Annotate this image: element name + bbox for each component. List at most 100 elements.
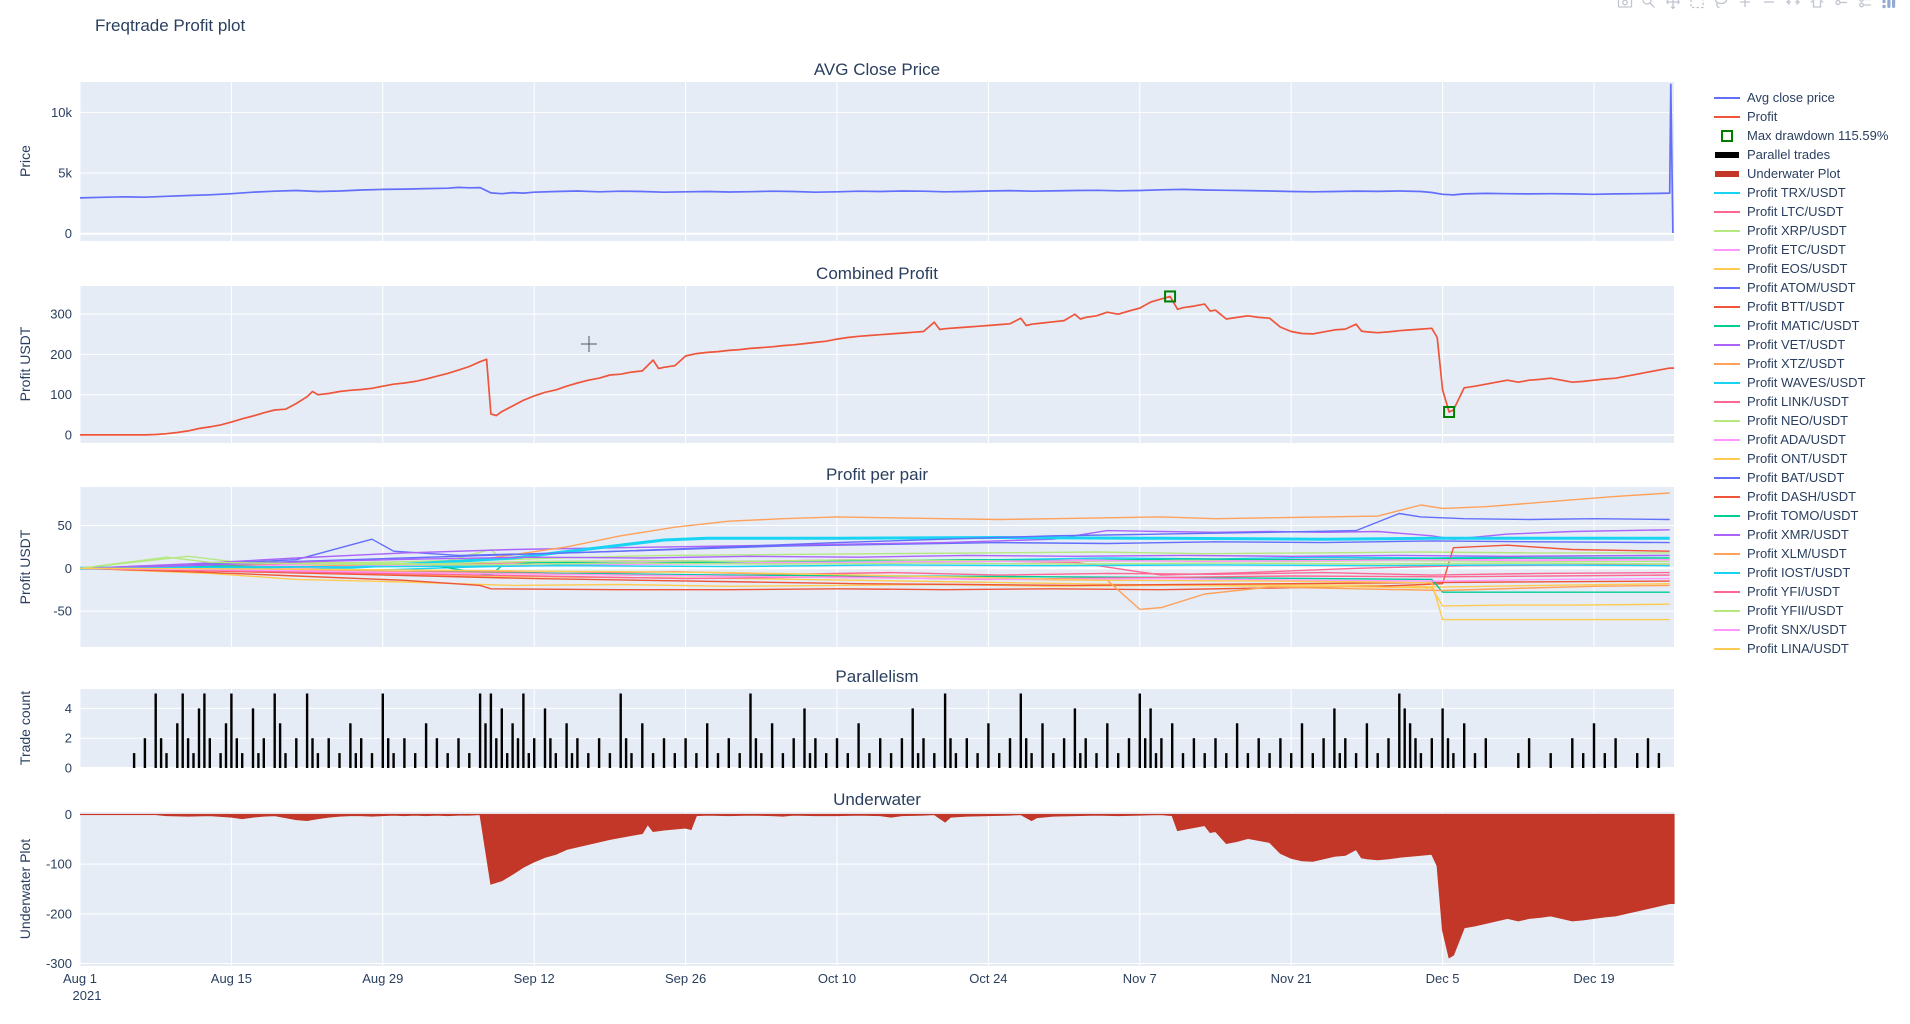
y-tick-label: 50 — [58, 518, 72, 533]
series-layer — [79, 83, 1674, 234]
legend-item-profit-ont-usdt[interactable]: Profit ONT/USDT — [1714, 449, 1910, 468]
zoom-in-icon[interactable] — [1737, 0, 1754, 10]
box-select-icon[interactable] — [1689, 0, 1706, 10]
camera-icon[interactable] — [1617, 0, 1634, 10]
legend-item-profit-snx-usdt[interactable]: Profit SNX/USDT — [1714, 620, 1910, 639]
legend-item-profit-neo-usdt[interactable]: Profit NEO/USDT — [1714, 411, 1910, 430]
x-tick-sublabel: 2021 — [73, 988, 102, 1003]
legend-label: Profit XMR/USDT — [1747, 527, 1849, 542]
legend-swatch — [1714, 305, 1740, 308]
legend-label: Profit ADA/USDT — [1747, 432, 1846, 447]
gridlines — [79, 689, 1674, 769]
gridlines — [79, 286, 1674, 443]
panel-background — [80, 689, 1674, 768]
legend-swatch — [1714, 438, 1740, 441]
x-tick-label: Oct 24 — [969, 971, 1007, 986]
legend-item-profit-atom-usdt[interactable]: Profit ATOM/USDT — [1714, 278, 1910, 297]
series-profit-lina-usdt — [79, 567, 1670, 621]
subplot-combined-profit[interactable]: 0 100 200 300 — [50, 286, 1674, 443]
legend-item-profit-vet-usdt[interactable]: Profit VET/USDT — [1714, 335, 1910, 354]
legend-item-profit-xrp-usdt[interactable]: Profit XRP/USDT — [1714, 221, 1910, 240]
legend-item-profit[interactable]: Profit — [1714, 107, 1910, 126]
legend-item-profit-xmr-usdt[interactable]: Profit XMR/USDT — [1714, 525, 1910, 544]
legend-label: Profit LINK/USDT — [1747, 394, 1849, 409]
legend-label: Profit VET/USDT — [1747, 337, 1846, 352]
hover-compare-icon[interactable] — [1857, 0, 1874, 10]
y-tick-label: 200 — [50, 347, 72, 362]
legend-item-profit-link-usdt[interactable]: Profit LINK/USDT — [1714, 392, 1910, 411]
legend-item-max-drawdown-115-59[interactable]: Max drawdown 115.59% — [1714, 126, 1910, 145]
x-tick-label: Nov 21 — [1271, 971, 1312, 986]
legend-item-underwater-plot[interactable]: Underwater Plot — [1714, 164, 1910, 183]
legend-swatch — [1714, 609, 1740, 612]
legend-item-avg-close-price[interactable]: Avg close price — [1714, 88, 1910, 107]
legend-item-profit-bat-usdt[interactable]: Profit BAT/USDT — [1714, 468, 1910, 487]
legend-item-profit-matic-usdt[interactable]: Profit MATIC/USDT — [1714, 316, 1910, 335]
hover-closest-icon[interactable] — [1833, 0, 1850, 10]
x-tick-label: Aug 29 — [362, 971, 403, 986]
subplot-title-profit-per-pair: Profit per pair — [826, 465, 928, 484]
legend-item-profit-iost-usdt[interactable]: Profit IOST/USDT — [1714, 563, 1910, 582]
x-tick-label: Sep 26 — [665, 971, 706, 986]
legend-label: Profit IOST/USDT — [1747, 565, 1851, 580]
legend-item-profit-lina-usdt[interactable]: Profit LINA/USDT — [1714, 639, 1910, 658]
legend-item-profit-xtz-usdt[interactable]: Profit XTZ/USDT — [1714, 354, 1910, 373]
subplot-avg-close-price[interactable]: 0 5k 10k — [51, 82, 1674, 241]
legend-label: Profit EOS/USDT — [1747, 261, 1848, 276]
series-profit-atom-usdt — [79, 538, 1670, 569]
subplot-profit-per-pair[interactable]: -50 0 50 — [53, 487, 1674, 647]
legend-swatch — [1714, 267, 1740, 270]
series-profit-iost-usdt — [79, 564, 1670, 569]
legend: Avg close price Profit Max drawdown 115.59… — [1714, 88, 1910, 658]
subplot-underwater[interactable]: 0 -100 -200 -300 — [46, 807, 1675, 971]
legend-item-profit-ada-usdt[interactable]: Profit ADA/USDT — [1714, 430, 1910, 449]
max-drawdown-marker — [1443, 406, 1456, 419]
plotly-logo-icon[interactable] — [1881, 0, 1898, 10]
legend-item-profit-btt-usdt[interactable]: Profit BTT/USDT — [1714, 297, 1910, 316]
legend-swatch — [1714, 248, 1740, 251]
subplot-parallelism[interactable]: 0 2 4 — [65, 689, 1674, 776]
legend-item-profit-yfii-usdt[interactable]: Profit YFII/USDT — [1714, 601, 1910, 620]
y-tick-label: 4 — [65, 701, 72, 716]
zoom-out-icon[interactable] — [1761, 0, 1778, 10]
y-tick-label: 0 — [65, 561, 72, 576]
legend-item-profit-tomo-usdt[interactable]: Profit TOMO/USDT — [1714, 506, 1910, 525]
legend-item-profit-xlm-usdt[interactable]: Profit XLM/USDT — [1714, 544, 1910, 563]
panel-background — [80, 82, 1674, 241]
legend-label: Profit LINA/USDT — [1747, 641, 1849, 656]
legend-label: Profit XTZ/USDT — [1747, 356, 1845, 371]
series-layer — [80, 295, 1674, 436]
legend-swatch — [1714, 514, 1740, 517]
y-axis-title-price: Price — [17, 145, 33, 177]
lasso-icon[interactable] — [1713, 0, 1730, 10]
pan-icon[interactable] — [1665, 0, 1682, 10]
legend-swatch — [1714, 362, 1740, 365]
series-profit-bat-usdt — [79, 512, 1670, 569]
legend-item-profit-ltc-usdt[interactable]: Profit LTC/USDT — [1714, 202, 1910, 221]
legend-label: Profit NEO/USDT — [1747, 413, 1849, 428]
legend-item-parallel-trades[interactable]: Parallel trades — [1714, 145, 1910, 164]
zoom-icon[interactable] — [1641, 0, 1658, 10]
legend-swatch — [1714, 151, 1740, 158]
legend-item-profit-waves-usdt[interactable]: Profit WAVES/USDT — [1714, 373, 1910, 392]
gridlines — [79, 82, 1674, 241]
series-profit-xmr-usdt — [79, 554, 1670, 569]
series-profit-snx-usdt — [79, 567, 1670, 582]
legend-label: Profit TRX/USDT — [1747, 185, 1846, 200]
legend-label: Profit — [1747, 109, 1778, 124]
series-profit — [80, 295, 1674, 436]
reset-axes-icon[interactable] — [1809, 0, 1826, 10]
x-tick-label: Dec 5 — [1426, 971, 1460, 986]
legend-label: Profit YFII/USDT — [1747, 603, 1844, 618]
legend-item-profit-etc-usdt[interactable]: Profit ETC/USDT — [1714, 240, 1910, 259]
legend-swatch — [1714, 419, 1740, 422]
series-profit-ont-usdt — [79, 567, 1670, 607]
legend-item-profit-trx-usdt[interactable]: Profit TRX/USDT — [1714, 183, 1910, 202]
legend-label: Profit ONT/USDT — [1747, 451, 1848, 466]
legend-item-profit-dash-usdt[interactable]: Profit DASH/USDT — [1714, 487, 1910, 506]
legend-swatch — [1714, 129, 1740, 142]
legend-item-profit-eos-usdt[interactable]: Profit EOS/USDT — [1714, 259, 1910, 278]
legend-item-profit-yfi-usdt[interactable]: Profit YFI/USDT — [1714, 582, 1910, 601]
autoscale-icon[interactable] — [1785, 0, 1802, 10]
